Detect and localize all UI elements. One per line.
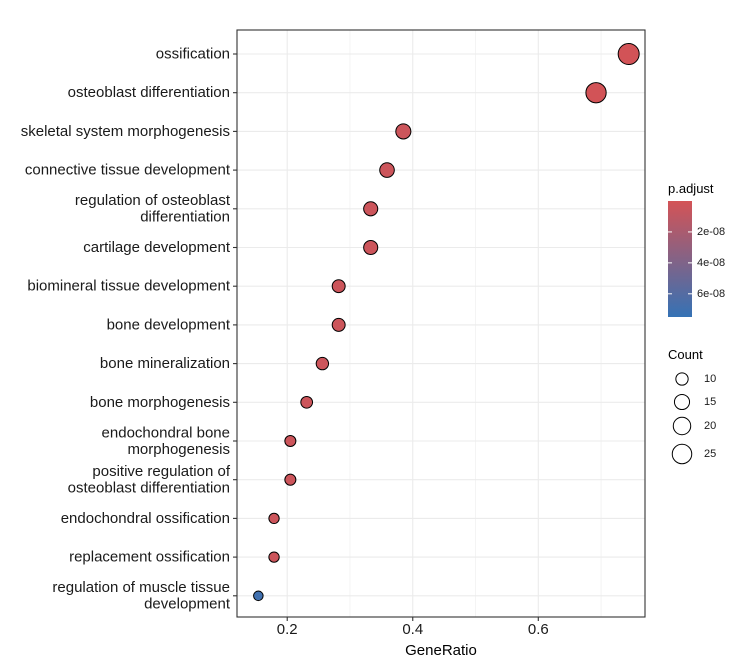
- data-point: [284, 473, 297, 486]
- color-legend-label: 2e-08: [697, 226, 725, 238]
- data-point: [253, 590, 264, 602]
- color-legend-label: 6e-08: [697, 288, 725, 300]
- size-legend-label: 25: [704, 448, 716, 460]
- data-point: [585, 82, 607, 104]
- color-legend: p.adjust 2e-08 4e-08 6e-08: [668, 181, 725, 317]
- data-point: [331, 279, 346, 294]
- x-tick-label: 0.2: [277, 621, 298, 638]
- size-legend-label: 20: [704, 420, 716, 432]
- y-tick-label: bone mineralization: [100, 355, 230, 372]
- data-point: [379, 162, 395, 178]
- size-legend-circle: [675, 372, 689, 386]
- data-point: [617, 42, 640, 66]
- grid-lines: [237, 30, 645, 617]
- y-tick-label: bone development: [107, 316, 231, 333]
- y-tick-label: connective tissue development: [25, 162, 231, 179]
- y-tick-label: biomineral tissue development: [27, 278, 230, 295]
- data-point: [331, 317, 346, 332]
- size-legend-label: 10: [704, 373, 716, 385]
- color-legend-label: 4e-08: [697, 257, 725, 269]
- y-tick-label: endochondral bone: [102, 424, 230, 441]
- x-tick-label: 0.6: [528, 621, 549, 638]
- y-tick-label: cartilage development: [83, 239, 231, 256]
- y-axis: ossification osteoblast differentiation sk…: [21, 46, 237, 613]
- x-axis: 0.2 0.4 0.6 GeneRatio: [277, 617, 549, 659]
- y-tick-label: positive regulation of: [92, 463, 230, 480]
- y-tick-label: regulation of muscle tissue: [52, 579, 230, 596]
- y-tick-label: morphogenesis: [127, 441, 230, 458]
- data-point: [315, 356, 330, 371]
- data-point: [284, 434, 297, 448]
- x-axis-title: GeneRatio: [405, 642, 477, 659]
- y-tick-label: development: [144, 596, 231, 613]
- color-legend-bar: [668, 201, 692, 317]
- data-point: [268, 551, 280, 563]
- y-tick-label: endochondral ossification: [61, 510, 230, 527]
- plot-panel: [237, 30, 645, 617]
- color-legend-title: p.adjust: [668, 181, 714, 196]
- size-legend-circle: [671, 443, 693, 465]
- y-tick-label: regulation of osteoblast: [75, 192, 231, 209]
- y-tick-label: ossification: [156, 46, 230, 63]
- data-points: [253, 42, 640, 602]
- y-tick-label: differentiation: [140, 209, 230, 226]
- data-point: [363, 201, 379, 217]
- data-point: [300, 395, 314, 409]
- size-legend-circle: [673, 393, 691, 411]
- data-point: [395, 123, 412, 140]
- y-tick-label: skeletal system morphogenesis: [21, 123, 230, 140]
- size-legend-circle: [672, 416, 692, 436]
- data-point: [268, 512, 280, 525]
- size-legend-title: Count: [668, 347, 703, 362]
- size-legend-label: 15: [704, 396, 716, 408]
- y-tick-label: replacement ossification: [69, 549, 230, 566]
- y-tick-label: osteoblast differentiation: [68, 84, 230, 101]
- data-point: [363, 239, 379, 256]
- y-tick-label: osteoblast differentiation: [68, 479, 230, 496]
- y-tick-label: bone morphogenesis: [90, 394, 230, 411]
- plot-panel-border: [236, 29, 646, 618]
- x-tick-label: 0.4: [402, 621, 423, 638]
